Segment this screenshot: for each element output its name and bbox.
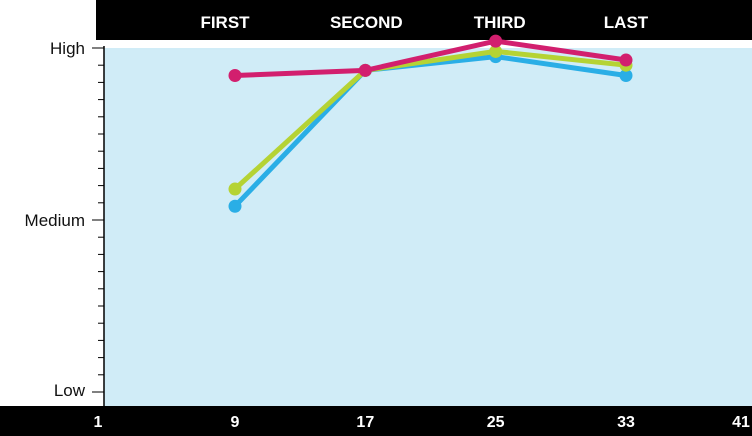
x-tick-label: 33 bbox=[617, 414, 635, 431]
data-point bbox=[489, 34, 503, 48]
x-tick-label: 1 bbox=[94, 414, 103, 431]
category-labels: FIRST SECOND THIRD LAST bbox=[200, 13, 648, 32]
series-layer bbox=[228, 34, 633, 213]
x-tick-label: 41 bbox=[732, 414, 750, 431]
x-tick-label: 25 bbox=[487, 414, 505, 431]
y-tick-label: Low bbox=[54, 381, 86, 400]
category-label: THIRD bbox=[474, 13, 526, 32]
series-line bbox=[232, 48, 629, 192]
y-axis: High Medium Low bbox=[25, 39, 105, 406]
x-tick-label: 9 bbox=[231, 414, 240, 431]
category-label: LAST bbox=[604, 13, 649, 32]
data-point bbox=[489, 44, 503, 58]
data-point bbox=[228, 199, 242, 213]
data-point bbox=[619, 69, 633, 83]
x-tick-label: 17 bbox=[356, 414, 374, 431]
top-band bbox=[96, 0, 752, 40]
data-point bbox=[358, 63, 372, 77]
series-0 bbox=[228, 34, 633, 83]
category-label: FIRST bbox=[200, 13, 250, 32]
series-line bbox=[232, 54, 629, 209]
category-label: SECOND bbox=[330, 13, 403, 32]
data-point bbox=[619, 53, 633, 67]
plot-area bbox=[104, 48, 752, 406]
data-point bbox=[228, 69, 242, 83]
x-axis: 1 9 17 25 33 41 bbox=[94, 414, 750, 431]
data-point bbox=[228, 182, 242, 196]
series-line bbox=[232, 38, 629, 78]
y-tick-label: High bbox=[50, 39, 85, 58]
y-tick-label: Medium bbox=[25, 211, 85, 230]
bottom-band bbox=[0, 406, 752, 436]
